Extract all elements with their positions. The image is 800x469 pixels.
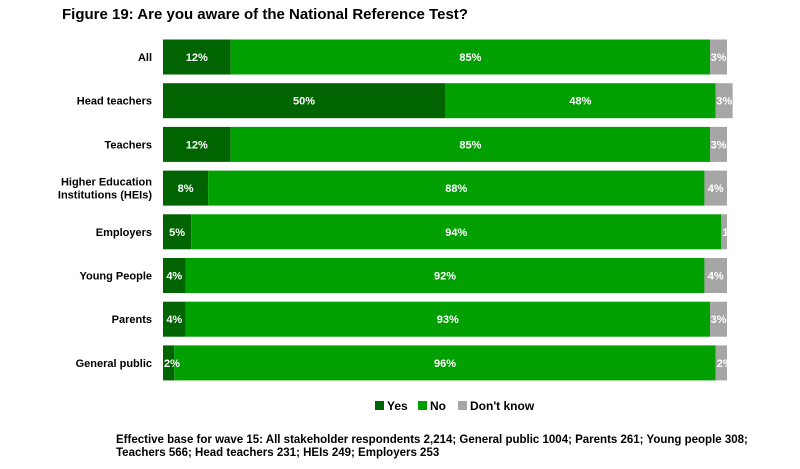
base-footnote: Effective base for wave 15: All stakehol… [116, 434, 748, 459]
legend-item: No [418, 399, 446, 413]
data-label: 1% [722, 227, 738, 239]
bar-segment-don-t-know [721, 214, 727, 250]
category-label: Young People [79, 271, 152, 283]
data-label: 96% [434, 358, 456, 370]
data-label: 48% [569, 96, 591, 108]
data-label: 88% [445, 183, 467, 195]
data-label: 92% [434, 271, 456, 283]
data-label: 4% [166, 314, 182, 326]
bar-segment-don-t-know [715, 83, 733, 119]
data-label: 2% [717, 358, 733, 370]
bar-segment-don-t-know [710, 301, 727, 337]
bar-segment-no [230, 126, 711, 162]
data-label: 85% [459, 139, 481, 151]
category-label: Employers [96, 227, 152, 239]
bar-segment-yes [163, 126, 231, 162]
bar-segment-no [191, 214, 722, 250]
legend: Yes No Don't know [375, 399, 535, 413]
data-labels-layer: 12% 85% 3% 50% 48% 3% 12% 85% 3% 8% 88% 4% 5% 94% 1% 4%… [164, 52, 738, 370]
bar-segment-yes [163, 345, 175, 381]
data-label: 4% [708, 183, 724, 195]
data-label: 50% [293, 96, 315, 108]
data-label: 3% [711, 52, 727, 64]
bar-segment-don-t-know [710, 39, 727, 75]
bar-segment-yes [163, 83, 445, 119]
bar-segment-no [185, 301, 711, 337]
category-label: Teachers [105, 139, 153, 151]
category-label: Head teachers [77, 96, 152, 108]
data-label: 4% [708, 271, 724, 283]
bar-segment-don-t-know [715, 345, 727, 381]
stacked-bar-chart: 12% 85% 3% 50% 48% 3% 12% 85% 3% 8% 88% 4% 5% 94% 1% 4%… [57, 39, 738, 413]
legend-swatch [375, 401, 384, 410]
data-label: 85% [459, 52, 481, 64]
data-label: 8% [178, 183, 194, 195]
category-labels-layer: All Head teachers Teachers Higher Education… [58, 52, 152, 370]
data-label: 12% [186, 139, 208, 151]
data-label: 2% [164, 358, 180, 370]
bar-segment-don-t-know [710, 126, 727, 162]
legend-label: Yes [387, 399, 408, 413]
bars-layer [163, 39, 733, 381]
data-label: 3% [716, 96, 732, 108]
category-label: All [138, 52, 152, 64]
chart-title: Figure 19: Are you aware of the National… [62, 6, 468, 23]
bar-segment-yes [163, 214, 192, 250]
category-label: General public [76, 358, 152, 370]
legend-swatch [418, 401, 427, 410]
legend-label: No [430, 399, 446, 413]
legend-item: Don't know [458, 399, 535, 413]
bar-segment-no [208, 170, 705, 206]
category-label: Higher Education Institutions (HEIs) [58, 177, 152, 202]
bar-segment-yes [163, 301, 186, 337]
data-label: 5% [169, 227, 185, 239]
data-label: 4% [166, 271, 182, 283]
data-label: 94% [445, 227, 467, 239]
legend-swatch [458, 401, 467, 410]
bar-segment-yes [163, 258, 186, 293]
bar-segment-no [230, 39, 711, 75]
bar-segment-no [185, 258, 705, 293]
bar-segment-don-t-know [704, 170, 727, 206]
bar-segment-yes [163, 170, 209, 206]
data-label: 12% [186, 52, 208, 64]
legend-label: Don't know [470, 399, 535, 413]
bar-segment-no [445, 83, 716, 119]
bar-segment-no [174, 345, 716, 381]
category-label: Parents [112, 314, 152, 326]
data-label: 93% [437, 314, 459, 326]
data-label: 3% [711, 139, 727, 151]
data-label: 3% [711, 314, 727, 326]
bar-segment-yes [163, 39, 231, 75]
legend-item: Yes [375, 399, 408, 413]
bar-segment-don-t-know [704, 258, 727, 293]
